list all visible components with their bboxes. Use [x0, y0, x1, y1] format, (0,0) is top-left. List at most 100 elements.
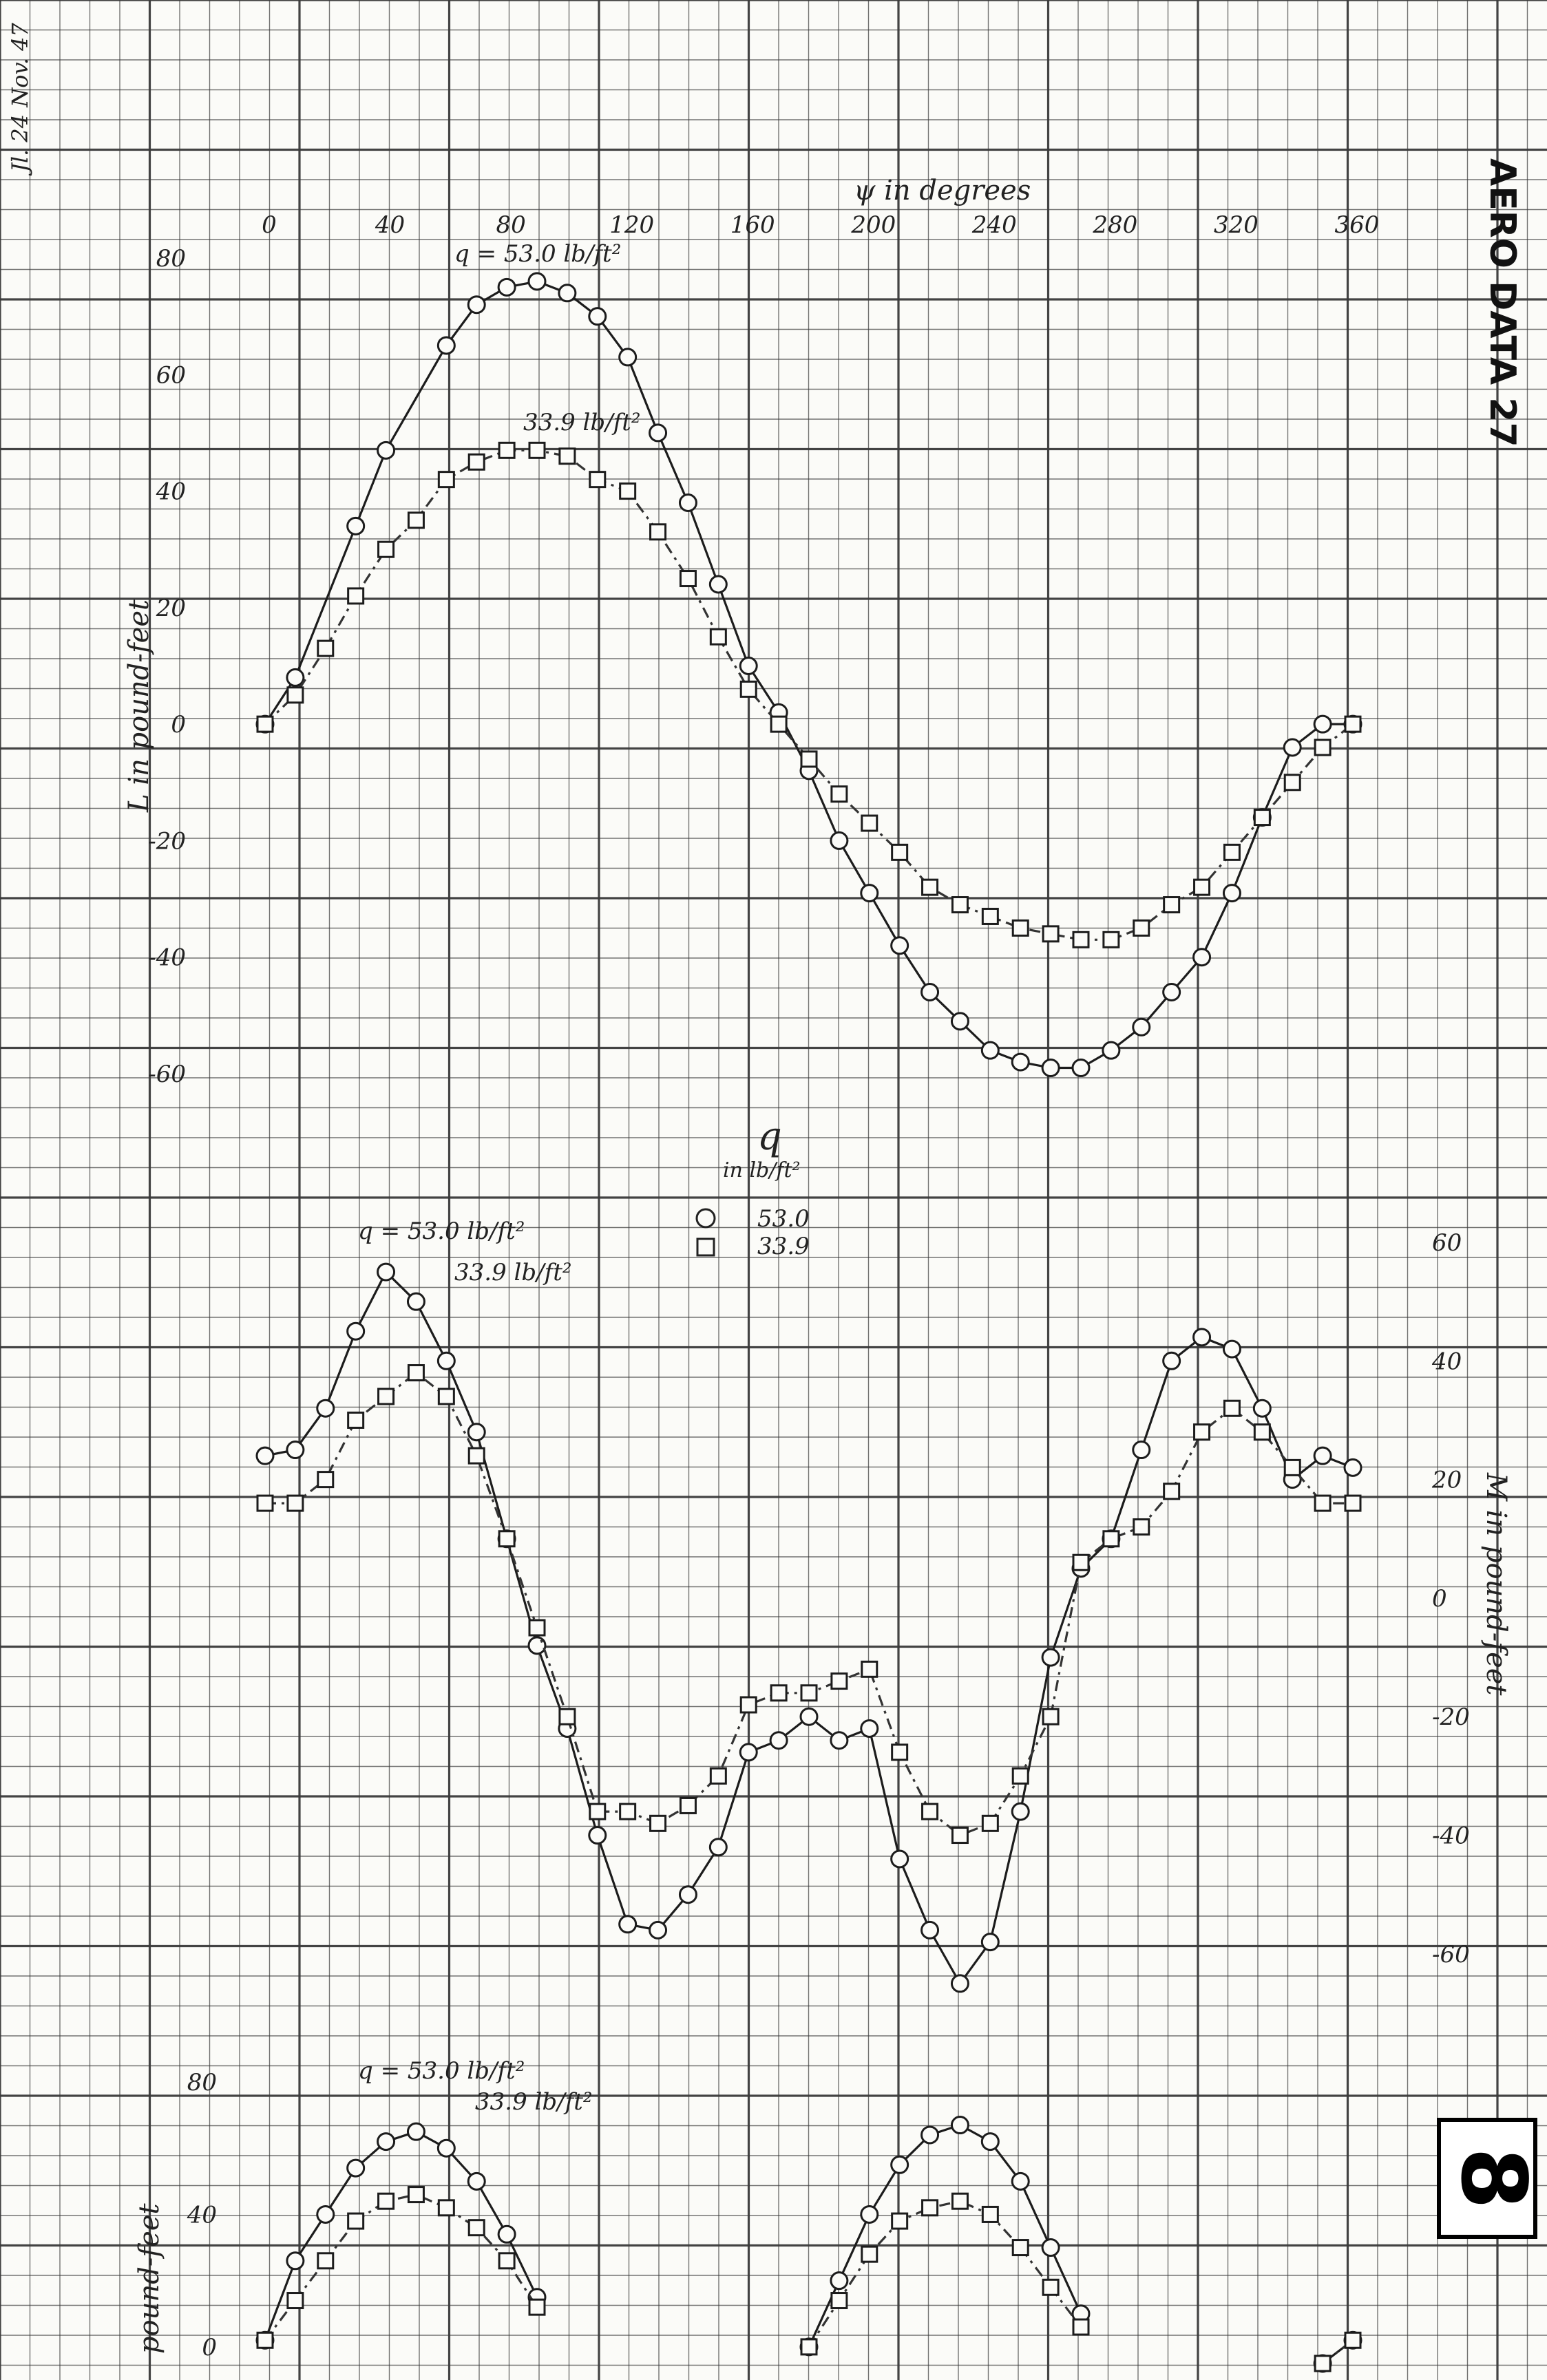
data-point-circle [649, 1920, 668, 1940]
data-point-square [1042, 1708, 1060, 1725]
chart-bottom: 80 40 0 pound-feet q = 53.0 lb/ft² 33.9 lb… [134, 2057, 1362, 2373]
data-point-circle [467, 2171, 486, 2191]
data-point-circle [527, 1636, 547, 1655]
data-point-square [709, 628, 727, 646]
data-point-square [921, 2199, 939, 2217]
y-tick-label: 40 [187, 2201, 217, 2229]
chart-bottom-annotation-q53: q = 53.0 lb/ft² [358, 2057, 525, 2085]
data-point-square [830, 785, 848, 803]
data-point-square [256, 2331, 274, 2349]
data-point-square [830, 2292, 848, 2310]
data-point-square [951, 2192, 969, 2210]
data-point-square [1133, 1518, 1150, 1536]
y-tick-label: 60 [156, 361, 186, 389]
y-tick-label: 0 [1432, 1585, 1447, 1613]
data-point-square [1283, 774, 1301, 791]
data-point-circle [286, 2251, 305, 2271]
data-point-circle [1041, 1648, 1060, 1667]
data-point-square [407, 1364, 425, 1382]
page-number: 8 [1441, 2147, 1546, 2209]
data-point-square [1072, 931, 1090, 948]
x-tick-label: 160 [730, 211, 775, 239]
data-point-square [1253, 809, 1271, 827]
chart-L-annotation-q53: q = 53.0 lb/ft² [454, 240, 621, 268]
data-point-circle [377, 440, 396, 460]
data-point-circle [1192, 1328, 1212, 1347]
chart-M-annotation-q53: q = 53.0 lb/ft² [358, 1218, 525, 1245]
data-point-circle [739, 657, 758, 675]
data-point-square [317, 639, 335, 657]
x-tick-label: 120 [609, 211, 654, 239]
data-point-square [437, 1388, 455, 1405]
data-point-circle [860, 884, 879, 903]
data-point-square [619, 1803, 637, 1820]
data-point-square [921, 878, 939, 896]
data-point-square [286, 686, 304, 704]
data-point-square [1314, 739, 1332, 756]
data-point-circle [1011, 2171, 1030, 2191]
data-point-square [498, 1530, 516, 1548]
data-point-circle [890, 1849, 909, 1869]
data-point-circle [769, 1731, 788, 1750]
data-point-circle [1222, 884, 1241, 903]
data-point-circle [377, 2132, 396, 2151]
data-point-square [739, 680, 757, 698]
data-point-square [649, 1814, 667, 1832]
data-point-square [1253, 1423, 1271, 1441]
data-point-circle [678, 1885, 697, 1904]
data-point-circle [588, 307, 607, 326]
data-point-circle [1162, 1351, 1181, 1370]
data-point-circle [316, 1399, 335, 1418]
data-point-circle [1041, 2238, 1060, 2257]
data-point-square [891, 843, 909, 861]
x-tick-label: 40 [375, 211, 405, 239]
data-point-square [1163, 896, 1181, 914]
data-point-square [498, 441, 516, 459]
data-point-circle [830, 831, 849, 850]
series-line-square [808, 2200, 1082, 2348]
data-point-square [377, 1388, 395, 1405]
data-point-circle [346, 516, 366, 535]
data-point-square [800, 1684, 818, 1702]
data-point-square [891, 2212, 909, 2230]
x-tick-label: 240 [971, 211, 1017, 239]
data-point-square [891, 1743, 909, 1761]
data-point-square [951, 896, 969, 914]
data-point-circle [1283, 738, 1302, 757]
data-point-circle [436, 2138, 456, 2158]
series-line-circle [264, 2130, 538, 2341]
chart-M-ticks: 60 40 20 0 -20 -40 -60 [1431, 1229, 1470, 1968]
stamp-title: AERO DATA 27 [1482, 158, 1523, 447]
data-point-square [1133, 919, 1150, 937]
data-point-square [770, 715, 788, 733]
data-point-circle [678, 493, 697, 512]
legend-square-marker [696, 1237, 715, 1257]
data-point-circle [950, 1974, 969, 1993]
data-point-circle [920, 983, 940, 1001]
data-point-circle [286, 668, 305, 687]
data-point-circle [739, 1743, 758, 1762]
data-point-circle [377, 1262, 396, 1282]
data-point-square [437, 2199, 455, 2217]
y-tick-label: -20 [148, 827, 186, 855]
data-point-square [1193, 878, 1211, 896]
chart-M-annotation-q339: 33.9 lb/ft² [454, 1259, 571, 1286]
data-point-circle [1132, 1441, 1151, 1460]
data-point-square [407, 2186, 425, 2204]
data-point-circle [316, 2204, 335, 2224]
chart-M: 60 40 20 0 -20 -40 -60 M in pound-feet q = 53.… [255, 1218, 1512, 1993]
data-point-circle [1313, 714, 1332, 734]
data-point-circle [890, 2155, 909, 2174]
data-point-square [558, 1708, 576, 1725]
data-point-circle [497, 277, 516, 297]
data-point-circle [406, 1292, 425, 1311]
y-tick-label: 20 [1431, 1467, 1462, 1494]
data-point-square [1072, 2318, 1090, 2336]
data-point-square [649, 523, 667, 541]
data-point-circle [1071, 1059, 1091, 1078]
data-point-circle [1041, 1059, 1060, 1078]
data-point-square [528, 2298, 546, 2316]
y-tick-label: 0 [171, 711, 186, 739]
chart-M-y-label: M in pound-feet [1480, 1472, 1512, 1696]
